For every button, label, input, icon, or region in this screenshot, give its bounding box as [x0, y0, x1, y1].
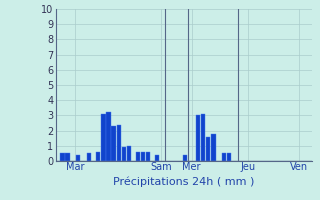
Bar — [101, 114, 106, 161]
Bar — [60, 153, 65, 161]
Bar — [65, 153, 70, 161]
Bar — [201, 114, 205, 161]
Bar — [183, 155, 188, 161]
Bar — [122, 147, 126, 161]
Bar — [127, 146, 131, 161]
Bar — [76, 155, 80, 161]
Bar — [87, 153, 92, 161]
Bar — [136, 152, 140, 161]
Bar — [141, 152, 145, 161]
Bar — [106, 112, 111, 161]
X-axis label: Précipitations 24h ( mm ): Précipitations 24h ( mm ) — [113, 177, 255, 187]
Bar — [116, 125, 121, 161]
Bar — [221, 153, 226, 161]
Bar — [155, 155, 159, 161]
Bar — [146, 152, 150, 161]
Bar — [227, 153, 231, 161]
Bar — [206, 137, 211, 161]
Bar — [196, 115, 200, 161]
Bar — [211, 134, 216, 161]
Bar — [96, 152, 100, 161]
Bar — [111, 126, 116, 161]
